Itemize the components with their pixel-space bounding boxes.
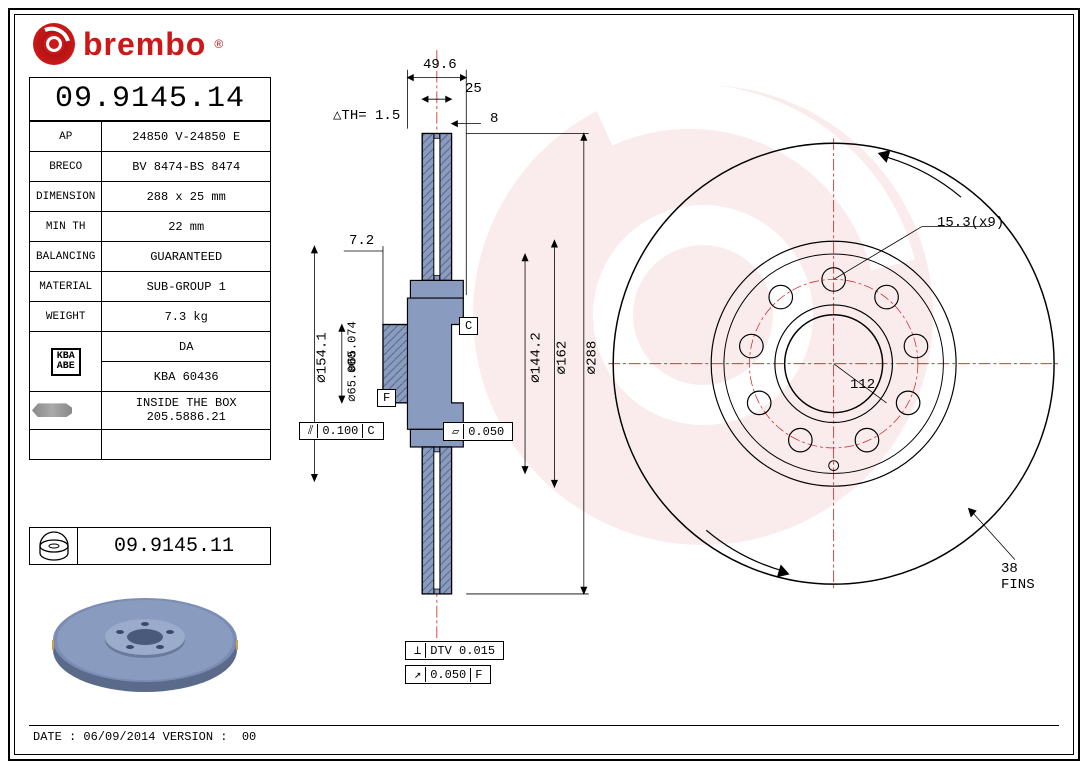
dim-112: 112 bbox=[850, 377, 875, 393]
disc-outline-icon bbox=[30, 528, 78, 564]
spec-label: MIN TH bbox=[30, 212, 102, 242]
inner-frame: brembo ® 09.9145.14 AP24850 V-24850 E BR… bbox=[14, 14, 1074, 755]
dim-holes: 15.3(x9) bbox=[937, 215, 1004, 231]
spec-value: 24850 V-24850 E bbox=[102, 122, 271, 152]
dim-7-2: 7.2 bbox=[349, 233, 374, 249]
spec-label: WEIGHT bbox=[30, 302, 102, 332]
brand-logo: brembo ® bbox=[33, 23, 223, 65]
dim-25: 25 bbox=[465, 81, 482, 97]
gdt-flatness-1: ▱0.050 bbox=[443, 422, 513, 441]
dim-288: ⌀288 bbox=[583, 341, 600, 375]
spec-label: AP bbox=[30, 122, 102, 152]
spec-value: 288 x 25 mm bbox=[102, 182, 271, 212]
screw-icon bbox=[32, 403, 72, 417]
product-3d-render bbox=[45, 582, 245, 712]
empty-cell bbox=[102, 429, 271, 459]
drawing-svg bbox=[285, 29, 1059, 718]
spec-value: 22 mm bbox=[102, 212, 271, 242]
technical-drawing: 49.6 25 △TH= 1.5 8 7.2 ⌀154.1 ⌀65.074 ⌀6… bbox=[285, 29, 1059, 718]
spec-label: DIMENSION bbox=[30, 182, 102, 212]
dim-162: ⌀162 bbox=[553, 341, 570, 375]
dim-144-2: ⌀144.2 bbox=[528, 332, 545, 382]
dim-fins: 38 FINS bbox=[1001, 561, 1059, 593]
footer-date: DATE : 06/09/2014 VERSION : 00 bbox=[33, 730, 256, 744]
gdt-runout-2: ↗0.050F bbox=[405, 665, 491, 684]
cross-reference: 09.9145.11 bbox=[29, 527, 271, 565]
datum-f: F bbox=[377, 389, 396, 407]
kba-icon-cell: KBAABE bbox=[30, 332, 102, 392]
datum-c: C bbox=[459, 317, 478, 335]
screw-icon-cell bbox=[30, 392, 102, 430]
spec-value: KBA 60436 bbox=[102, 362, 271, 392]
spec-value: SUB-GROUP 1 bbox=[102, 272, 271, 302]
dim-49-6: 49.6 bbox=[423, 57, 457, 73]
spec-value: 7.3 kg bbox=[102, 302, 271, 332]
footer-divider bbox=[29, 725, 1059, 726]
registered-mark: ® bbox=[214, 37, 223, 51]
spec-value: DA bbox=[102, 332, 271, 362]
spec-label: BALANCING bbox=[30, 242, 102, 272]
dim-154-1: ⌀154.1 bbox=[314, 332, 331, 382]
spec-value: GUARANTEED bbox=[102, 242, 271, 272]
spec-table: AP24850 V-24850 E BRECOBV 8474-BS 8474 D… bbox=[29, 121, 271, 460]
gdt-runout: ⫽0.100C bbox=[299, 422, 384, 440]
spec-value: INSIDE THE BOX205.5886.21 bbox=[102, 392, 271, 430]
dim-th: △TH= 1.5 bbox=[333, 107, 400, 124]
spec-label: MATERIAL bbox=[30, 272, 102, 302]
empty-cell bbox=[30, 429, 102, 459]
spec-label: BRECO bbox=[30, 152, 102, 182]
drawing-frame: brembo ® 09.9145.14 AP24850 V-24850 E BR… bbox=[8, 8, 1080, 761]
spec-value: BV 8474-BS 8474 bbox=[102, 152, 271, 182]
part-number: 09.9145.14 bbox=[29, 77, 271, 121]
cross-ref-number: 09.9145.11 bbox=[78, 535, 270, 558]
gdt-dtv: ⊥DTV 0.015 bbox=[405, 641, 504, 660]
dim-65-000: ⌀65.000 bbox=[345, 351, 360, 401]
dim-8: 8 bbox=[490, 111, 498, 127]
logo-disc-icon bbox=[33, 23, 75, 65]
brand-name: brembo bbox=[83, 26, 206, 63]
